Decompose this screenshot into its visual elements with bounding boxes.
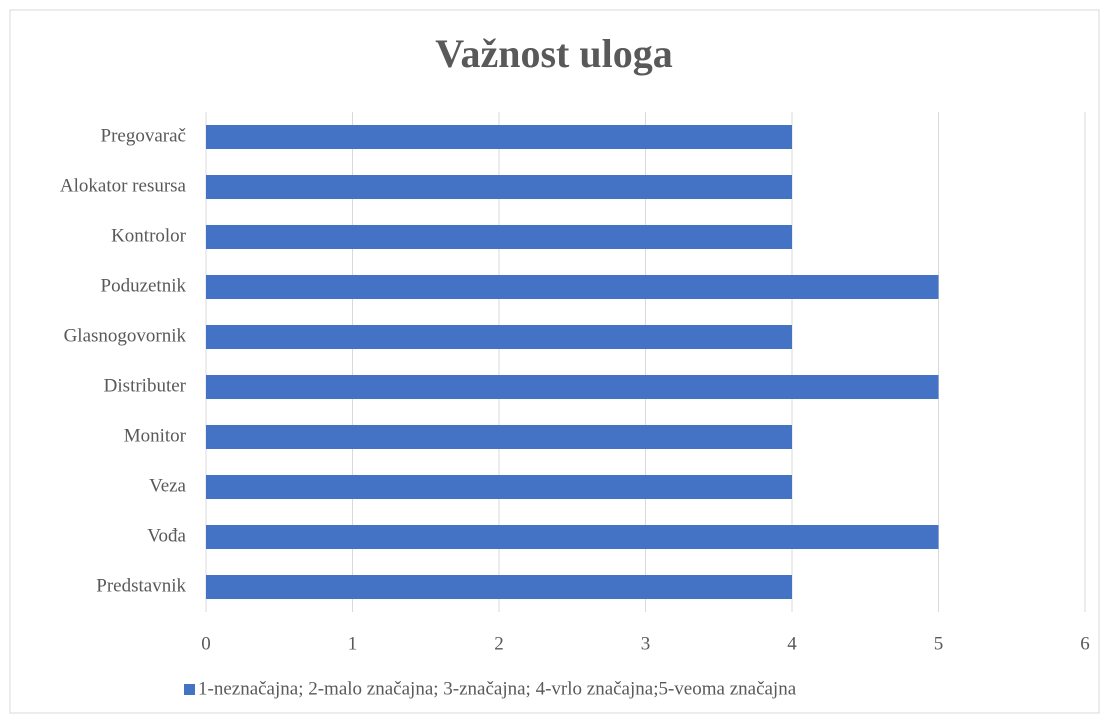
legend-swatch bbox=[184, 684, 195, 695]
bar bbox=[206, 375, 939, 399]
chart-title: Važnost uloga bbox=[435, 31, 672, 76]
y-tick-label: Alokator resursa bbox=[60, 175, 187, 196]
bar bbox=[206, 525, 939, 549]
x-tick-label: 2 bbox=[494, 633, 504, 654]
y-tick-label: Glasnogovornik bbox=[64, 325, 187, 346]
y-tick-label: Monitor bbox=[124, 425, 187, 446]
x-tick-label: 0 bbox=[201, 633, 211, 654]
legend-label: 1-neznačajna; 2-malo značajna; 3-značajn… bbox=[198, 678, 797, 699]
x-tick-label: 3 bbox=[641, 633, 651, 654]
chart-border bbox=[9, 9, 1100, 714]
y-tick-label: Vođa bbox=[147, 525, 186, 546]
y-tick-label: Poduzetnik bbox=[101, 275, 187, 296]
y-tick-label: Pregovarač bbox=[101, 125, 186, 146]
y-tick-label: Kontrolor bbox=[111, 225, 187, 246]
bar bbox=[206, 125, 792, 149]
bar bbox=[206, 575, 792, 599]
x-tick-label: 4 bbox=[787, 633, 797, 654]
bar bbox=[206, 475, 792, 499]
bar bbox=[206, 425, 792, 449]
bar bbox=[206, 225, 792, 249]
y-tick-label: Veza bbox=[149, 475, 186, 496]
bar bbox=[206, 175, 792, 199]
y-tick-label: Predstavnik bbox=[96, 575, 186, 596]
x-tick-label: 6 bbox=[1080, 633, 1090, 654]
x-tick-label: 1 bbox=[348, 633, 358, 654]
bar bbox=[206, 275, 939, 299]
bar bbox=[206, 325, 792, 349]
y-tick-label: Distributer bbox=[104, 375, 187, 396]
x-tick-label: 5 bbox=[934, 633, 944, 654]
